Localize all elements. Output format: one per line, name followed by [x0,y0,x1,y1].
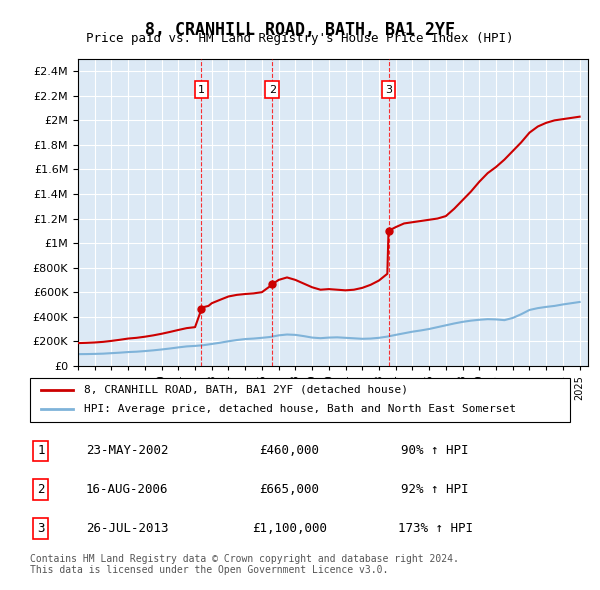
Text: 23-MAY-2002: 23-MAY-2002 [86,444,169,457]
Text: £665,000: £665,000 [259,483,319,496]
Text: 2: 2 [269,85,276,94]
Text: 1: 1 [198,85,205,94]
Text: 8, CRANHILL ROAD, BATH, BA1 2YF (detached house): 8, CRANHILL ROAD, BATH, BA1 2YF (detache… [84,385,408,395]
Text: £1,100,000: £1,100,000 [252,522,326,535]
FancyBboxPatch shape [30,378,570,422]
Text: HPI: Average price, detached house, Bath and North East Somerset: HPI: Average price, detached house, Bath… [84,405,516,414]
Text: £460,000: £460,000 [259,444,319,457]
Text: 26-JUL-2013: 26-JUL-2013 [86,522,169,535]
Text: 92% ↑ HPI: 92% ↑ HPI [401,483,469,496]
Text: 90% ↑ HPI: 90% ↑ HPI [401,444,469,457]
Text: 8, CRANHILL ROAD, BATH, BA1 2YF: 8, CRANHILL ROAD, BATH, BA1 2YF [145,21,455,39]
Text: 16-AUG-2006: 16-AUG-2006 [86,483,169,496]
Text: 1: 1 [37,444,44,457]
Text: 3: 3 [37,522,44,535]
Text: Contains HM Land Registry data © Crown copyright and database right 2024.
This d: Contains HM Land Registry data © Crown c… [30,553,459,575]
Text: 3: 3 [385,85,392,94]
Text: 2: 2 [37,483,44,496]
Text: 173% ↑ HPI: 173% ↑ HPI [398,522,473,535]
Text: Price paid vs. HM Land Registry's House Price Index (HPI): Price paid vs. HM Land Registry's House … [86,32,514,45]
